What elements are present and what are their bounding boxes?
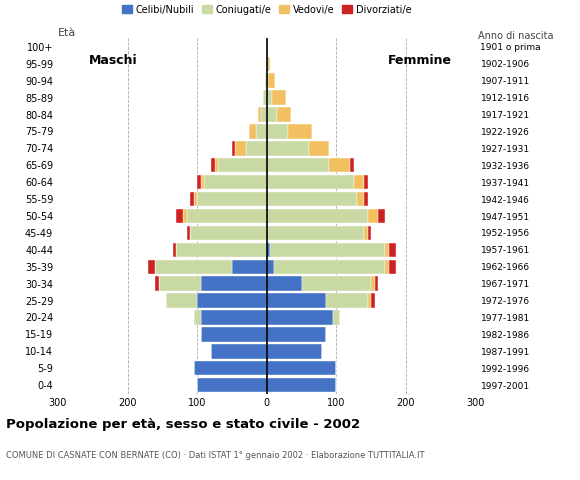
Bar bbox=[302, 276, 371, 291]
Bar bbox=[267, 260, 274, 274]
Bar bbox=[176, 243, 267, 257]
Bar bbox=[364, 192, 368, 206]
Bar bbox=[267, 243, 270, 257]
Legend: Celibi/Nubili, Coniugati/e, Vedovi/e, Divorziati/e: Celibi/Nubili, Coniugati/e, Vedovi/e, Di… bbox=[118, 0, 415, 18]
Bar bbox=[368, 209, 378, 223]
Bar bbox=[277, 108, 291, 122]
Bar bbox=[258, 108, 261, 122]
Bar bbox=[354, 175, 364, 190]
Bar bbox=[267, 378, 336, 392]
Text: Maschi: Maschi bbox=[89, 54, 138, 67]
Bar bbox=[364, 175, 368, 190]
Bar bbox=[371, 293, 375, 308]
Bar bbox=[274, 260, 385, 274]
Bar bbox=[201, 276, 267, 291]
Bar bbox=[197, 192, 267, 206]
Bar bbox=[201, 327, 267, 342]
Bar bbox=[357, 192, 364, 206]
Bar bbox=[201, 175, 204, 190]
Bar bbox=[267, 73, 268, 88]
Bar bbox=[368, 226, 371, 240]
Bar bbox=[197, 378, 267, 392]
Bar bbox=[155, 260, 232, 274]
Bar bbox=[197, 293, 267, 308]
Bar bbox=[232, 260, 267, 274]
Bar bbox=[270, 243, 385, 257]
Bar bbox=[267, 310, 333, 324]
Bar bbox=[204, 175, 267, 190]
Bar bbox=[267, 293, 326, 308]
Bar bbox=[166, 293, 197, 308]
Bar bbox=[385, 243, 389, 257]
Bar bbox=[159, 276, 201, 291]
Bar bbox=[267, 90, 273, 105]
Bar bbox=[263, 90, 267, 105]
Bar bbox=[268, 73, 275, 88]
Text: Anno di nascita: Anno di nascita bbox=[478, 31, 554, 41]
Bar bbox=[194, 310, 201, 324]
Bar bbox=[194, 192, 197, 206]
Bar bbox=[173, 243, 176, 257]
Bar bbox=[267, 158, 329, 172]
Bar bbox=[235, 141, 246, 156]
Bar bbox=[368, 293, 371, 308]
Bar bbox=[389, 260, 396, 274]
Text: Popolazione per età, sesso e stato civile - 2002: Popolazione per età, sesso e stato civil… bbox=[6, 418, 360, 431]
Bar bbox=[389, 243, 396, 257]
Bar bbox=[267, 276, 302, 291]
Bar bbox=[267, 361, 336, 375]
Bar bbox=[267, 209, 368, 223]
Bar bbox=[155, 276, 159, 291]
Bar bbox=[267, 124, 288, 139]
Bar bbox=[371, 276, 375, 291]
Bar bbox=[211, 158, 215, 172]
Bar bbox=[385, 260, 389, 274]
Bar bbox=[197, 175, 201, 190]
Bar bbox=[211, 344, 267, 359]
Bar bbox=[375, 276, 378, 291]
Bar bbox=[190, 192, 194, 206]
Bar bbox=[261, 108, 267, 122]
Bar bbox=[187, 226, 190, 240]
Bar bbox=[273, 90, 287, 105]
Bar bbox=[190, 226, 267, 240]
Bar bbox=[201, 310, 267, 324]
Bar bbox=[326, 293, 368, 308]
Bar bbox=[267, 175, 354, 190]
Text: Età: Età bbox=[58, 28, 76, 38]
Bar bbox=[267, 141, 309, 156]
Bar bbox=[267, 108, 277, 122]
Bar bbox=[267, 57, 270, 71]
Bar bbox=[232, 141, 235, 156]
Bar bbox=[333, 310, 340, 324]
Bar bbox=[256, 124, 267, 139]
Bar bbox=[350, 158, 354, 172]
Bar bbox=[249, 124, 256, 139]
Text: COMUNE DI CASNATE CON BERNATE (CO) · Dati ISTAT 1° gennaio 2002 · Elaborazione T: COMUNE DI CASNATE CON BERNATE (CO) · Dat… bbox=[6, 451, 425, 460]
Bar bbox=[267, 344, 322, 359]
Bar bbox=[329, 158, 350, 172]
Text: Femmine: Femmine bbox=[388, 54, 452, 67]
Bar bbox=[267, 226, 364, 240]
Bar bbox=[218, 158, 267, 172]
Bar bbox=[183, 209, 187, 223]
Bar bbox=[309, 141, 329, 156]
Bar bbox=[266, 73, 267, 88]
Bar bbox=[267, 327, 326, 342]
Bar bbox=[194, 361, 267, 375]
Bar bbox=[187, 209, 267, 223]
Bar bbox=[267, 192, 357, 206]
Bar bbox=[246, 141, 267, 156]
Bar bbox=[364, 226, 368, 240]
Bar bbox=[215, 158, 218, 172]
Bar bbox=[148, 260, 155, 274]
Bar bbox=[288, 124, 312, 139]
Bar bbox=[378, 209, 385, 223]
Bar bbox=[176, 209, 183, 223]
